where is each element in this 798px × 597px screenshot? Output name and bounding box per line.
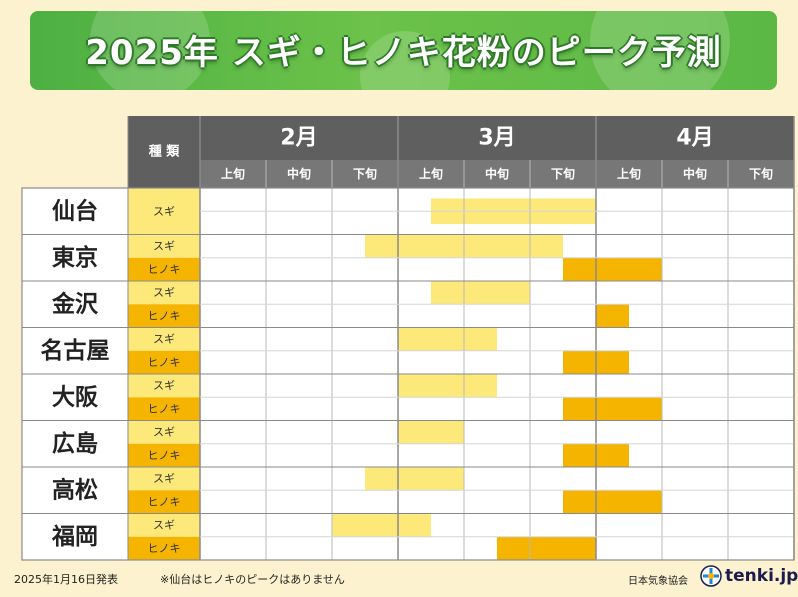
- type-cell-sugi: [128, 420, 200, 444]
- city-label: 広島: [52, 430, 98, 457]
- type-label-hinoki: ヒノキ: [148, 449, 181, 462]
- type-label-sugi: スギ: [153, 379, 175, 392]
- sugi-peak-bar: [398, 374, 497, 398]
- brand-name: tenki.jp: [725, 566, 798, 586]
- type-label-sugi: スギ: [153, 240, 175, 253]
- type-label-sugi: スギ: [153, 472, 175, 485]
- period-label: 下旬: [749, 166, 773, 181]
- period-label: 上旬: [617, 166, 641, 181]
- tenki-logo: tenki.jp: [700, 565, 798, 587]
- table-border: [21, 187, 795, 561]
- type-label-hinoki: ヒノキ: [148, 263, 181, 276]
- hinoki-peak-bar: [596, 304, 629, 328]
- city-label: 大阪: [52, 384, 98, 410]
- type-label-hinoki: ヒノキ: [148, 356, 181, 369]
- type-label-sugi: スギ: [153, 333, 175, 346]
- type-label-hinoki: ヒノキ: [148, 542, 181, 555]
- type-label-sugi: スギ: [153, 205, 175, 218]
- sugi-peak-bar: [431, 281, 530, 305]
- type-label-hinoki: ヒノキ: [148, 402, 181, 415]
- type-label-sugi: スギ: [153, 426, 175, 439]
- hinoki-peak-bar: [497, 536, 596, 560]
- city-label: 高松: [52, 476, 98, 503]
- type-cell-sugi: [128, 467, 200, 491]
- header-month-band: [128, 116, 794, 160]
- hinoki-peak-bar: [563, 257, 662, 281]
- type-cell-hinoki: [128, 490, 200, 514]
- type-label-hinoki: ヒノキ: [148, 495, 181, 508]
- sugi-peak-bar: [365, 467, 464, 491]
- header-type-cell: [128, 160, 200, 188]
- period-label: 中旬: [683, 166, 707, 181]
- type-cell-sugi: [128, 234, 200, 258]
- type-cell-hinoki: [128, 304, 200, 328]
- footnote: ※仙台はヒノキのピークはありません: [160, 573, 345, 586]
- type-cell-hinoki: [128, 257, 200, 281]
- sugi-peak-bar: [398, 420, 464, 444]
- period-label: 中旬: [287, 166, 311, 181]
- period-label: 下旬: [353, 166, 377, 181]
- period-label: 下旬: [551, 166, 575, 181]
- type-cell-hinoki: [128, 350, 200, 374]
- month-label: 2月: [280, 126, 317, 151]
- hinoki-peak-bar: [563, 490, 662, 514]
- page-title: 2025年 スギ・ヒノキ花粉のピーク予測: [85, 33, 722, 73]
- type-label-sugi: スギ: [153, 286, 175, 299]
- org-name: 日本気象協会: [628, 576, 688, 587]
- city-label: 東京: [52, 244, 98, 271]
- type-header: 種 類: [149, 144, 181, 160]
- type-cell-hinoki: [128, 536, 200, 560]
- period-label: 中旬: [485, 166, 509, 181]
- tenki-logo-icon: [700, 565, 722, 587]
- city-label: 福岡: [51, 524, 98, 550]
- type-label-hinoki: ヒノキ: [148, 309, 181, 322]
- announce-date: 2025年1月16日発表: [14, 573, 118, 586]
- type-cell-sugi: [128, 374, 200, 398]
- period-label: 上旬: [221, 166, 245, 181]
- type-label-sugi: スギ: [153, 519, 175, 532]
- sugi-peak-bar: [398, 327, 497, 351]
- sugi-peak-bar: [332, 513, 431, 537]
- city-label: 金沢: [51, 290, 99, 317]
- type-cell-sugi: [128, 188, 200, 235]
- type-cell-sugi: [128, 327, 200, 351]
- city-label: 仙台: [52, 197, 98, 224]
- header-period-band: [200, 160, 794, 188]
- type-cell-hinoki: [128, 397, 200, 421]
- month-label: 3月: [478, 126, 515, 151]
- city-label: 名古屋: [41, 337, 110, 364]
- type-cell-hinoki: [128, 443, 200, 467]
- title-banner: 2025年 スギ・ヒノキ花粉のピーク予測: [30, 11, 777, 90]
- hinoki-peak-bar: [563, 397, 662, 421]
- type-cell-sugi: [128, 513, 200, 537]
- month-label: 4月: [676, 126, 713, 151]
- period-label: 上旬: [419, 166, 443, 181]
- type-cell-sugi: [128, 281, 200, 305]
